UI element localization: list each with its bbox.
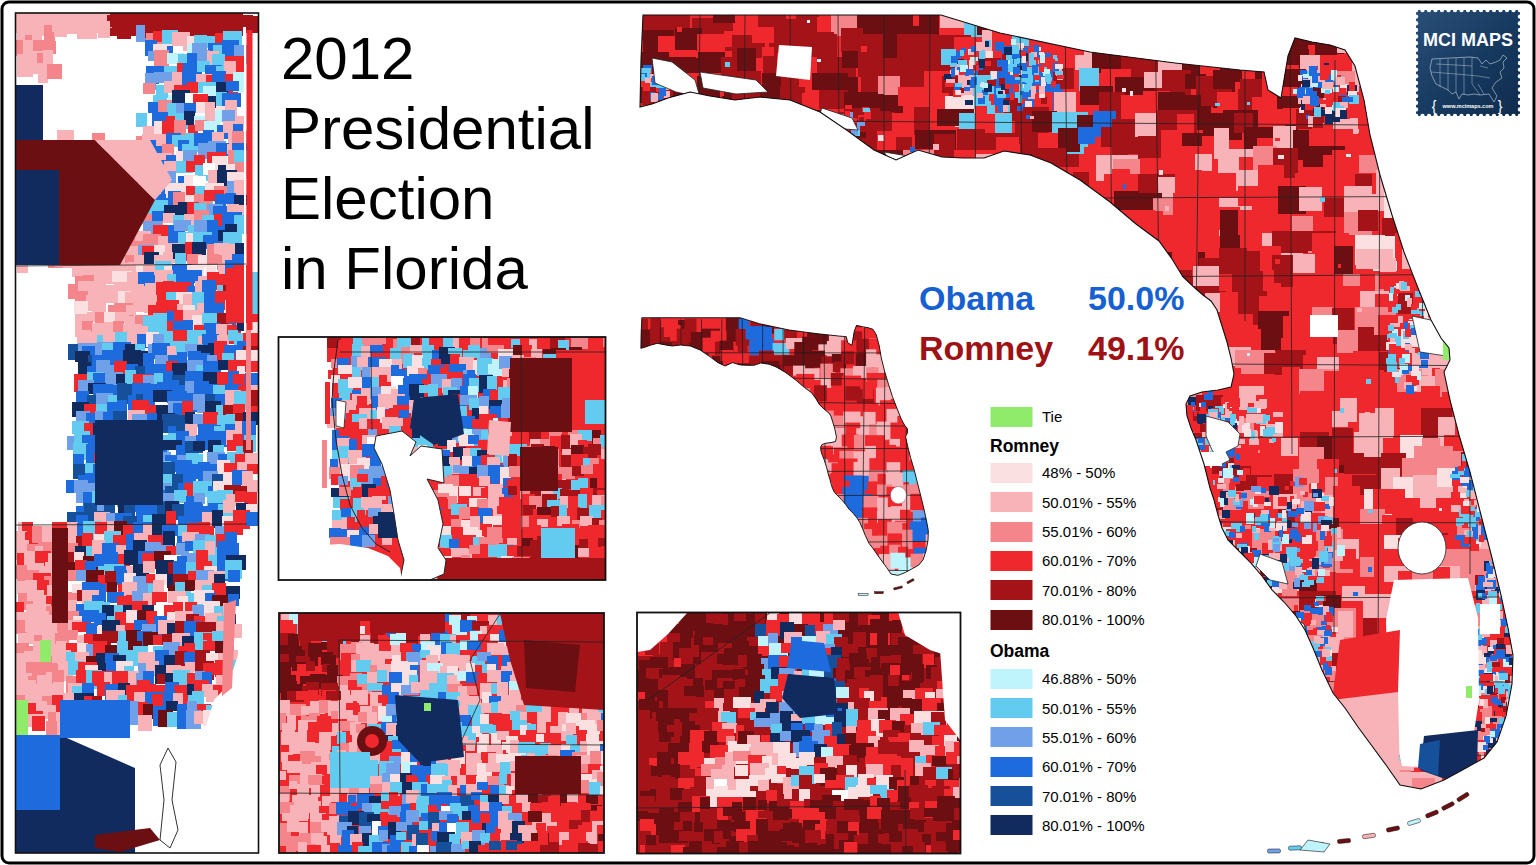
svg-text:Romney: Romney (919, 329, 1053, 367)
svg-text:60.01% - 70%: 60.01% - 70% (1042, 552, 1136, 569)
svg-text:70.01% - 80%: 70.01% - 80% (1042, 788, 1136, 805)
svg-text:Obama: Obama (990, 641, 1050, 661)
svg-text:50.0%: 50.0% (1088, 279, 1184, 317)
svg-text:Tie: Tie (1042, 408, 1062, 425)
svg-text:55.01% - 60%: 55.01% - 60% (1042, 523, 1136, 540)
svg-text:Presidential: Presidential (281, 95, 595, 162)
svg-text:www.mcimaps.com: www.mcimaps.com (1442, 103, 1494, 109)
svg-text:2012: 2012 (281, 25, 414, 92)
svg-text:49.1%: 49.1% (1088, 329, 1184, 367)
svg-text:48% - 50%: 48% - 50% (1042, 464, 1115, 481)
svg-text:Romney: Romney (990, 436, 1059, 456)
svg-text:Election: Election (281, 165, 494, 232)
svg-text:}: } (1498, 98, 1503, 114)
svg-text:50.01% - 55%: 50.01% - 55% (1042, 700, 1136, 717)
svg-text:80.01% - 100%: 80.01% - 100% (1042, 611, 1145, 628)
svg-text:46.88% - 50%: 46.88% - 50% (1042, 670, 1136, 687)
svg-text:MCI MAPS: MCI MAPS (1423, 30, 1513, 50)
svg-text:in Florida: in Florida (281, 235, 528, 302)
svg-text:{: { (1432, 98, 1437, 114)
svg-text:80.01% - 100%: 80.01% - 100% (1042, 817, 1145, 834)
svg-text:70.01% - 80%: 70.01% - 80% (1042, 582, 1136, 599)
svg-text:Obama: Obama (919, 279, 1035, 317)
svg-text:55.01% - 60%: 55.01% - 60% (1042, 729, 1136, 746)
svg-text:50.01% - 55%: 50.01% - 55% (1042, 494, 1136, 511)
svg-text:60.01% - 70%: 60.01% - 70% (1042, 758, 1136, 775)
